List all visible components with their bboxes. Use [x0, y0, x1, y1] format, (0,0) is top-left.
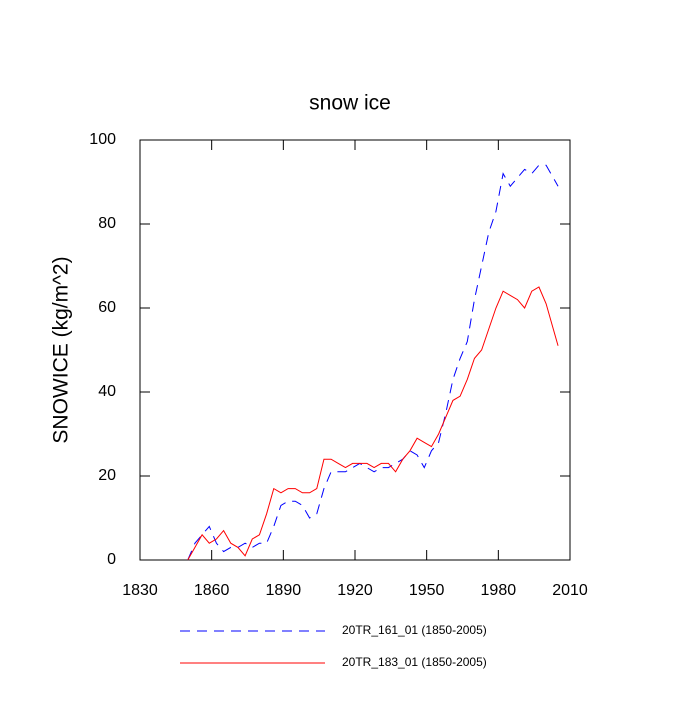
x-tick-label: 1890: [266, 582, 302, 599]
data-line: [187, 164, 559, 561]
y-tick-label: 40: [98, 383, 116, 400]
data-line: [187, 286, 559, 561]
y-tick-label: 0: [107, 551, 116, 568]
plot-frame: [139, 139, 571, 561]
y-tick-label: 20: [98, 467, 116, 484]
x-tick-label: 2010: [552, 582, 588, 599]
x-tick-label: 1950: [409, 582, 445, 599]
chart-title: snow ice: [309, 92, 391, 115]
y-tick-label: 100: [89, 131, 116, 148]
y-axis-label: SNOWICE (kg/m^2): [50, 256, 73, 443]
x-tick-label: 1830: [122, 582, 158, 599]
x-tick-label: 1920: [337, 582, 373, 599]
x-tick-label: 1980: [481, 582, 517, 599]
y-tick-label: 80: [98, 215, 116, 232]
legend-label: 20TR_183_01 (1850-2005): [342, 655, 487, 669]
x-tick-label: 1860: [194, 582, 230, 599]
y-tick-label: 60: [98, 299, 116, 316]
legend-label: 20TR_161_01 (1850-2005): [342, 623, 487, 637]
